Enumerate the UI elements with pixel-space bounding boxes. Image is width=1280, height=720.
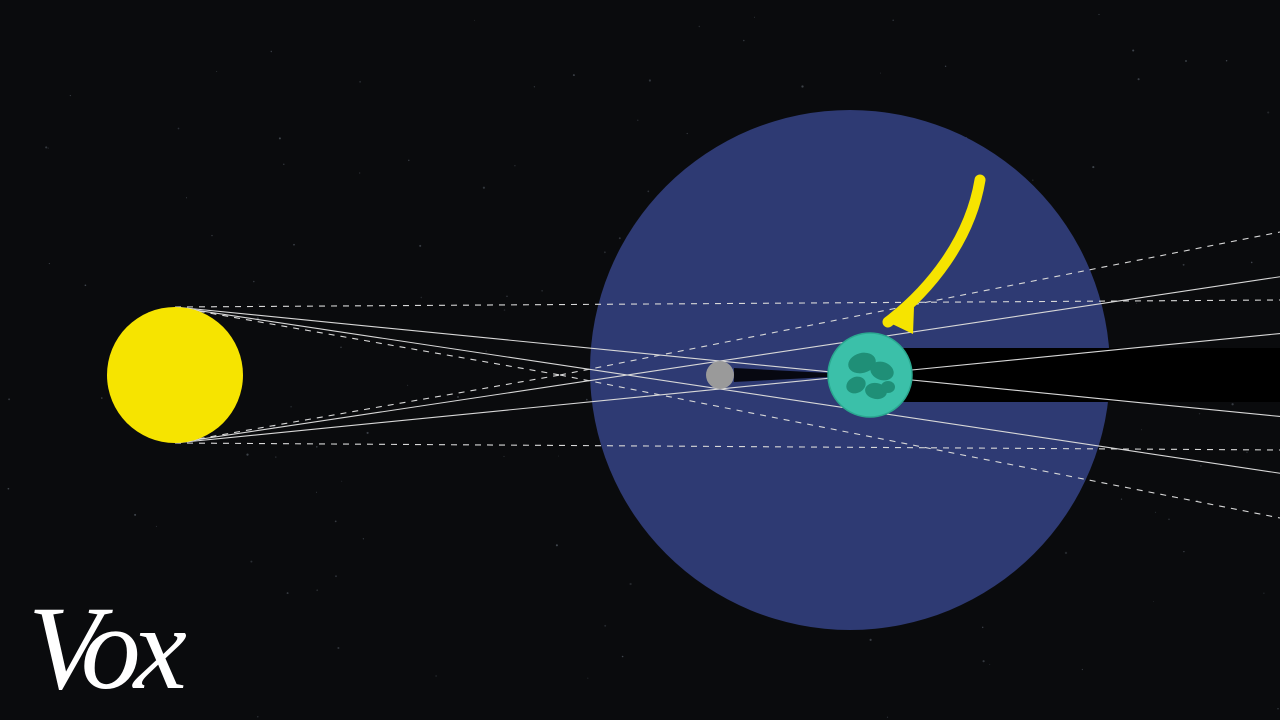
scene-svg (0, 0, 1280, 720)
earth (828, 333, 912, 417)
sun (107, 307, 243, 443)
earth-shadow (890, 348, 1280, 402)
moon (706, 361, 734, 389)
eclipse-diagram: Vox (0, 0, 1280, 720)
vox-logo: Vox (28, 600, 180, 696)
